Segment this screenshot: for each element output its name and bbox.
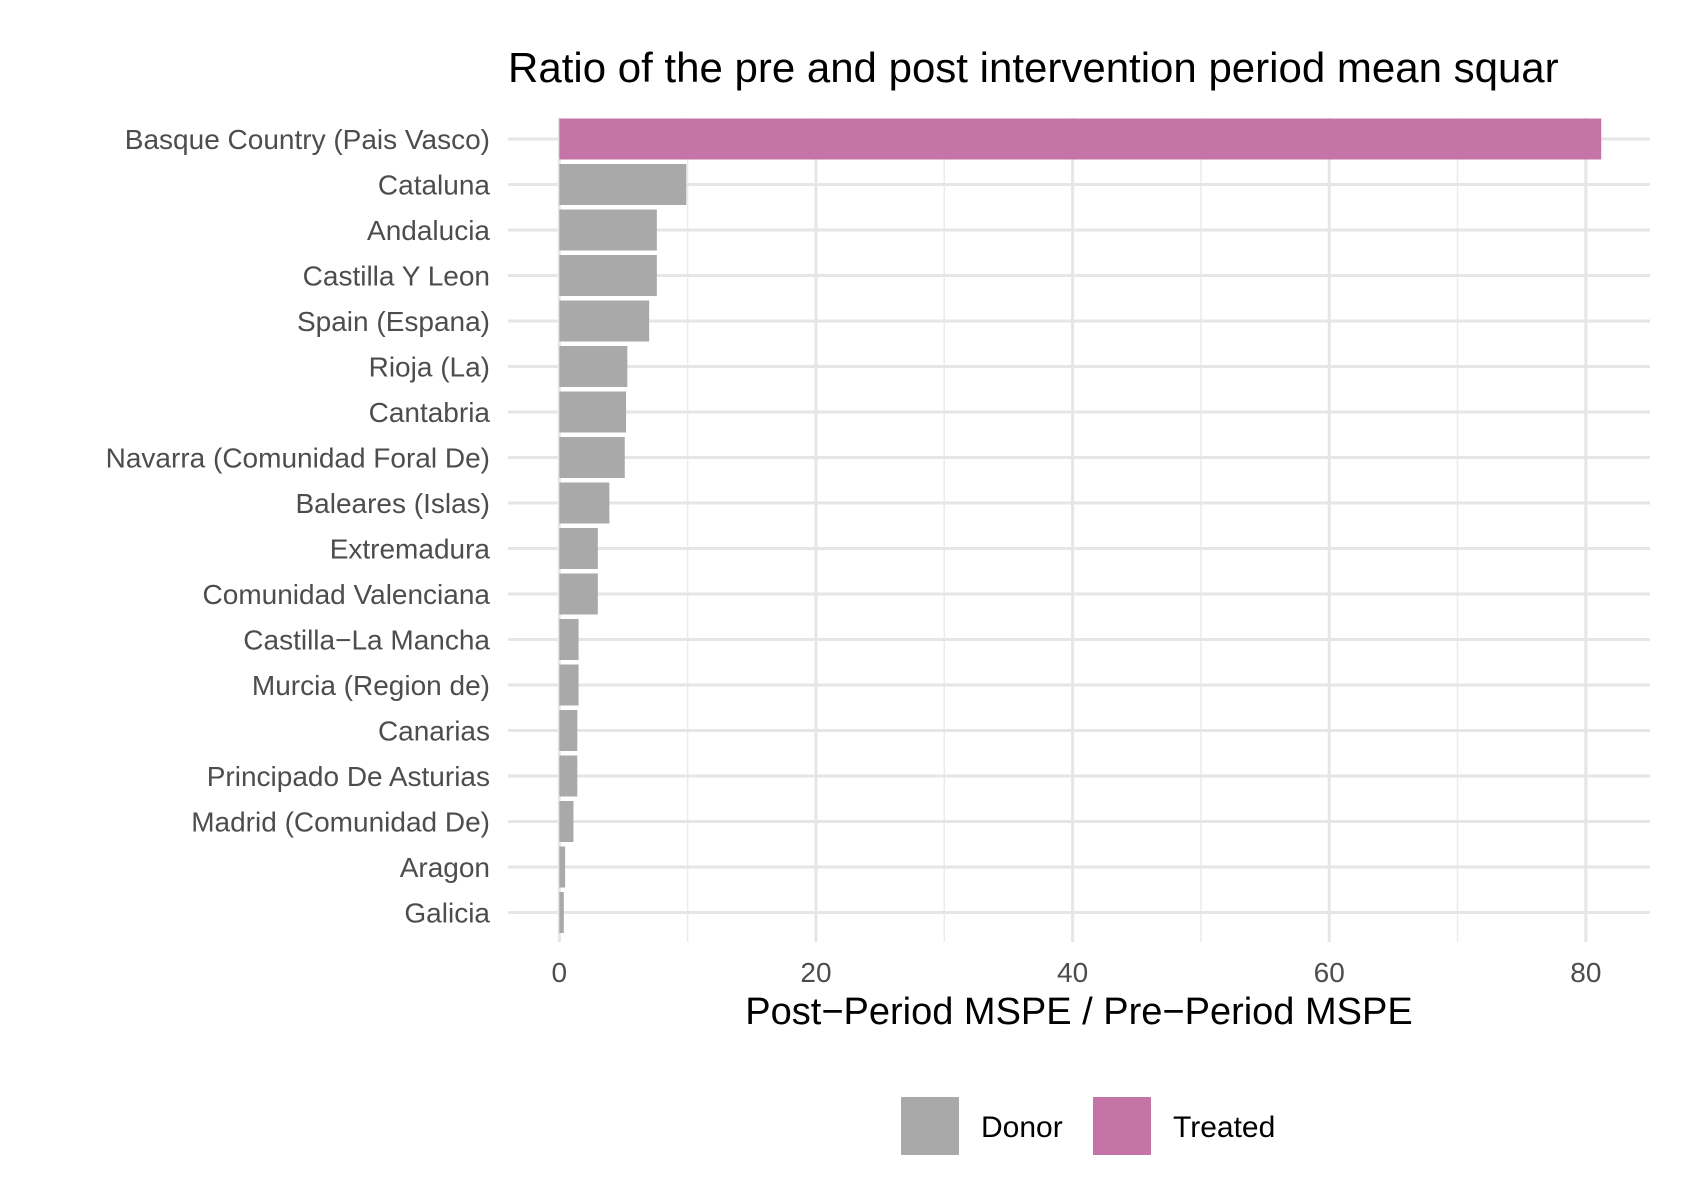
chart-title: Ratio of the pre and post intervention p… (508, 44, 1559, 91)
bar-aragon (559, 846, 566, 888)
y-tick-label: Extremadura (330, 534, 491, 565)
bar-comunidad-valenciana (559, 573, 598, 615)
bar-murcia-region-de (559, 664, 579, 706)
bar-madrid-comunidad-de (559, 801, 574, 842)
legend: Donor Treated (901, 1097, 1275, 1155)
x-tick-label: 80 (1570, 957, 1601, 988)
y-tick-label: Spain (Espana) (297, 306, 490, 337)
bar-cataluna (559, 164, 687, 205)
y-tick-label: Galicia (404, 898, 490, 929)
bar-cantabria (559, 391, 627, 433)
y-tick-label: Andalucia (367, 215, 490, 246)
y-tick-label: Murcia (Region de) (252, 670, 490, 701)
y-tick-label: Baleares (Islas) (295, 488, 490, 519)
y-tick-label: Navarra (Comunidad Foral De) (106, 443, 490, 474)
y-tick-label: Aragon (400, 852, 490, 883)
bar-basque-country-pais-vasco (559, 118, 1602, 160)
y-tick-label: Madrid (Comunidad De) (191, 807, 490, 838)
bar-spain-espana (559, 300, 650, 342)
y-tick-label: Rioja (La) (369, 352, 490, 383)
bar-andalucia (559, 209, 657, 251)
y-tick-label: Castilla−La Mancha (243, 625, 490, 656)
bar-extremadura (559, 528, 598, 569)
bar-galicia (559, 892, 564, 933)
y-tick-label: Castilla Y Leon (303, 261, 490, 292)
y-tick-label: Cantabria (369, 397, 491, 428)
bar-castilla-la-mancha (559, 619, 579, 660)
bar-baleares-islas (559, 482, 610, 524)
y-tick-label: Principado De Asturias (207, 761, 490, 792)
legend-label-donor: Donor (981, 1111, 1063, 1144)
bar-castilla-y-leon (559, 255, 657, 296)
y-tick-label: Cataluna (378, 170, 491, 201)
x-tick-label: 0 (552, 957, 568, 988)
x-tick-label: 60 (1314, 957, 1345, 988)
y-tick-label: Basque Country (Pais Vasco) (125, 124, 490, 155)
legend-label-treated: Treated (1173, 1111, 1275, 1144)
y-axis-tick-labels: Basque Country (Pais Vasco) Cataluna Andal… (106, 124, 491, 929)
bar-rioja-la (559, 346, 628, 387)
x-axis-tick-labels: 0 20 40 60 80 (552, 957, 1602, 988)
x-tick-label: 20 (800, 957, 831, 988)
bar-navarra-comunidad-foral-de (559, 437, 625, 478)
legend-key-treated (1093, 1097, 1151, 1155)
bar-canarias (559, 710, 578, 751)
bars (559, 118, 1602, 933)
legend-key-donor (901, 1097, 959, 1155)
y-tick-label: Canarias (378, 716, 490, 747)
x-axis-label: Post−Period MSPE / Pre−Period MSPE (745, 991, 1412, 1033)
y-tick-label: Comunidad Valenciana (203, 579, 491, 610)
grid (508, 118, 1650, 942)
x-tick-label: 40 (1057, 957, 1088, 988)
bar-principado-de-asturias (559, 755, 578, 797)
